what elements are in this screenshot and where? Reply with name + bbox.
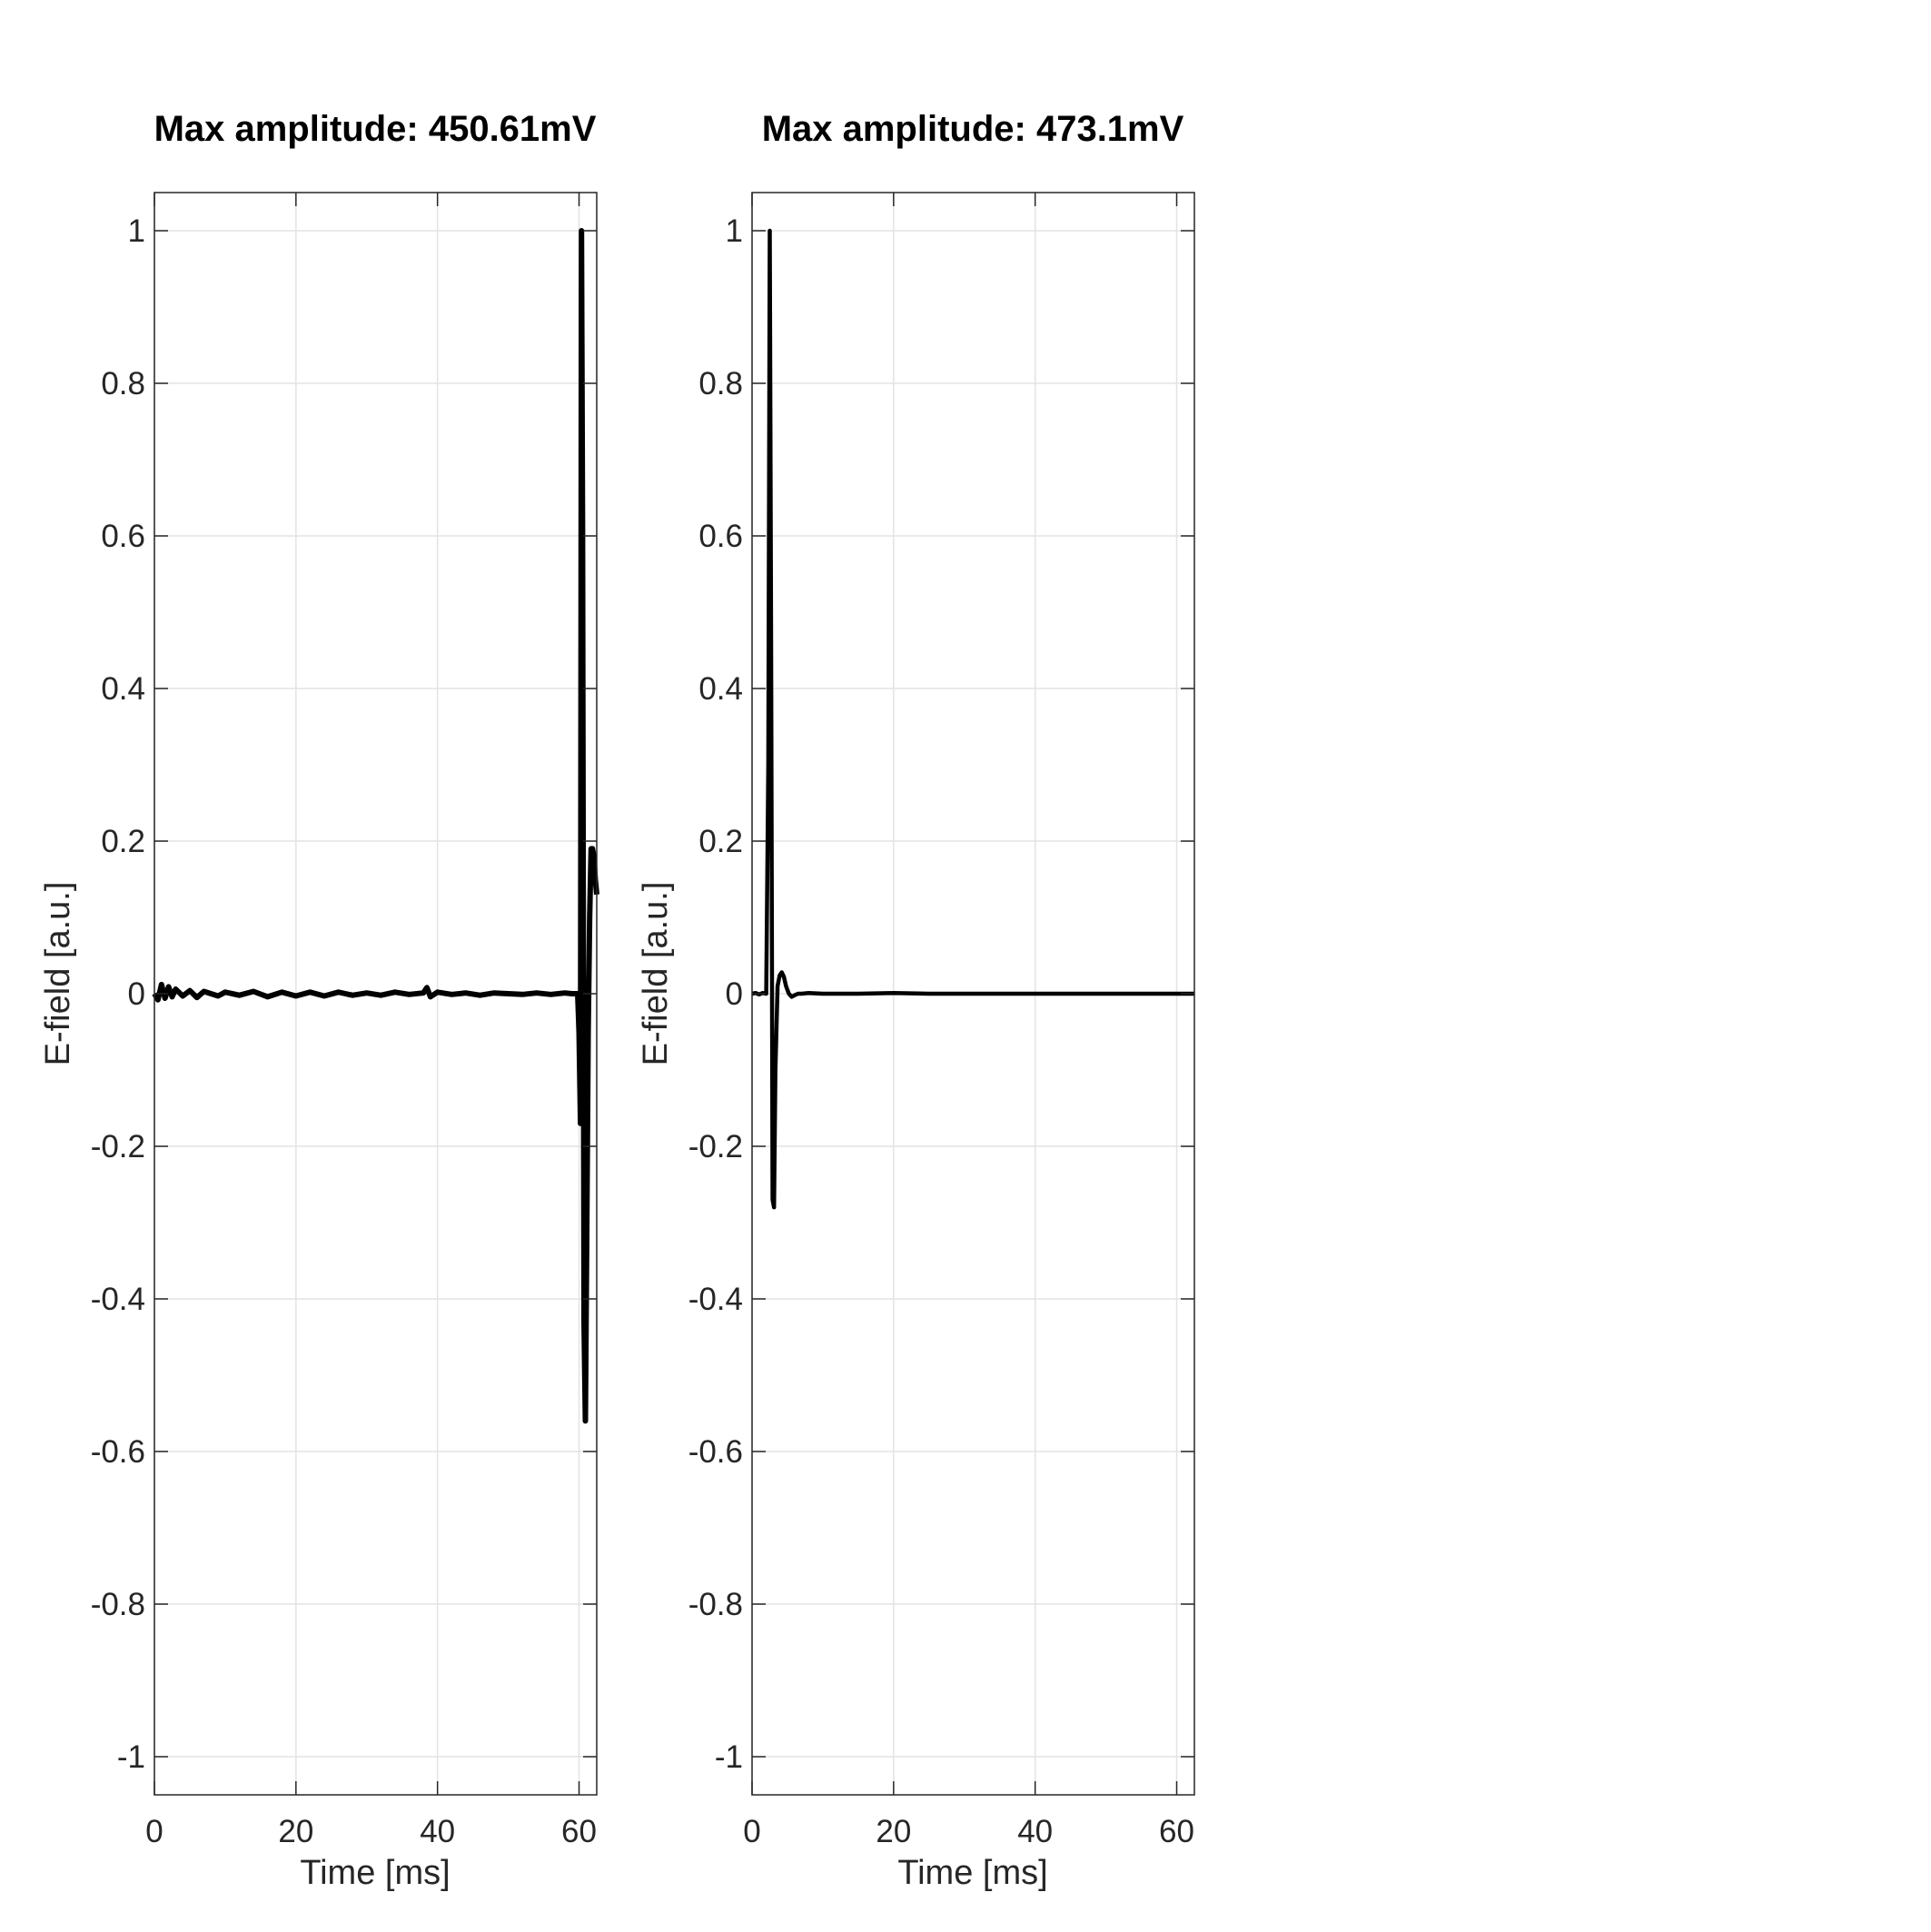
ticks-1: 0 20 40 60 1 0.8 0.6 0.4 0.2 0 -0.2 -0.4 -0.6 -0.8 -1 <box>91 193 597 1849</box>
plot-title-1: Max amplitude: 450.61mV <box>154 109 597 149</box>
x-tick-label-1-0: 0 <box>145 1814 163 1849</box>
x-tick-label-1-3: 60 <box>561 1814 597 1849</box>
y-tick-label-2-6: -0.2 <box>688 1129 743 1164</box>
y-tick-label-2-8: -0.6 <box>688 1434 743 1470</box>
y-tick-label-1-0: 1 <box>128 213 145 249</box>
y-tick-label-2-5: 0 <box>726 976 743 1012</box>
subplot-2: 0 20 40 6010.80.60.40.20-0.2-0.4-0.6-0.8-1 … <box>637 109 1195 1892</box>
x-tick-label-2-2: 40 <box>1017 1814 1053 1849</box>
x-tick-label-1-1: 20 <box>278 1814 313 1849</box>
ticks-2: 0 20 40 60 1 0.8 0.6 0.4 0.2 0 -0.2 -0.4 -0.6 -0.8 -1 <box>688 193 1194 1849</box>
y-tick-label-1-3: 0.4 <box>101 671 145 707</box>
x-axis-label-2: Time [ms] <box>897 1854 1047 1892</box>
y-tick-label-2-10: -1 <box>715 1739 743 1775</box>
x-tick-label-2-3: 60 <box>1159 1814 1194 1849</box>
y-tick-label-1-6: -0.2 <box>91 1129 145 1164</box>
y-tick-label-2-4: 0.2 <box>698 824 743 859</box>
y-tick-label-1-2: 0.6 <box>101 519 145 554</box>
y-tick-label-2-7: -0.4 <box>688 1282 743 1317</box>
y-axis-label-2: E-field [a.u.] <box>637 882 675 1066</box>
y-tick-label-2-3: 0.4 <box>698 671 743 707</box>
trace-2 <box>751 228 1194 1210</box>
y-tick-label-1-10: -1 <box>117 1739 145 1775</box>
x-tick-label-2-1: 20 <box>876 1814 911 1849</box>
subplot-1: 0 20 40 6010.80.60.40.20-0.2-0.4-0.6-0.8-1 … <box>39 109 599 1892</box>
trace-1 <box>152 228 599 1424</box>
y-tick-label-2-9: -0.8 <box>688 1587 743 1622</box>
y-tick-label-2-0: 1 <box>726 213 743 249</box>
y-tick-label-1-4: 0.2 <box>101 824 145 859</box>
y-tick-label-1-1: 0.8 <box>101 366 145 401</box>
y-tick-label-1-9: -0.8 <box>91 1587 145 1622</box>
y-tick-label-1-8: -0.6 <box>91 1434 145 1470</box>
y-tick-label-1-7: -0.4 <box>91 1282 145 1317</box>
y-tick-label-2-2: 0.6 <box>698 519 743 554</box>
x-tick-label-2-0: 0 <box>743 1814 760 1849</box>
y-tick-label-2-1: 0.8 <box>698 366 743 401</box>
plot-title-2: Max amplitude: 473.1mV <box>762 109 1184 149</box>
y-tick-label-1-5: 0 <box>128 976 145 1012</box>
x-tick-label-1-2: 40 <box>420 1814 455 1849</box>
x-axis-label-1: Time [ms] <box>300 1854 450 1892</box>
y-axis-label-1: E-field [a.u.] <box>39 882 77 1066</box>
